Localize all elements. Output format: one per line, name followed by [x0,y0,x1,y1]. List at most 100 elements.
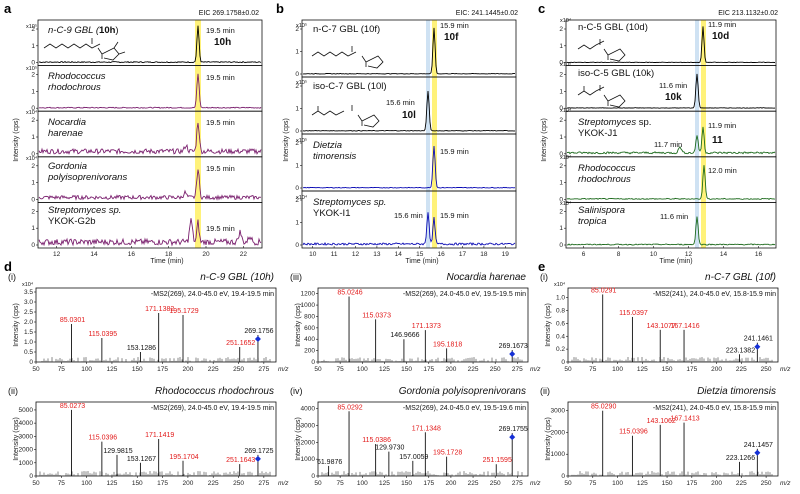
ms-precursor-diamond-1 [254,336,261,342]
stack-a-ytick-label-2-0: 0 [31,105,35,112]
trace-a5-rt: 19.5 min [206,224,235,233]
xt-a-label-4: 20 [202,251,210,258]
ms-xtick-label-1-4: 150 [132,366,143,373]
stack-c-ytick-label-2-2: 2 [559,72,563,79]
trace-b1-rt: 15.9 min [440,21,469,30]
ms-peak-label-4-6: 195.1728 [433,450,462,457]
ms-peak-label-5-2: 143.1077 [647,323,676,330]
stack-a-ytick-label-3-2: 2 [31,117,35,124]
ms-noise-3 [321,357,523,362]
trace-c4-rt: 12.0 min [708,166,737,175]
ms-frame-5 [567,287,779,363]
ms-peak-label-5-5: 241.1461 [744,336,773,343]
trace-b4-rt2: 15.9 min [440,211,469,220]
ms-xtick-label-1-1: 75 [58,366,66,373]
ms-xtick-label-4-5: 175 [423,480,434,487]
panel-label-b: b [276,1,284,16]
stack-a-ytick-label-1-2: 2 [31,26,35,33]
ms-title-1: n-C-9 GBL (10h) [200,272,274,283]
trace-c3-rt2: 11.9 min [708,121,736,130]
trace-a5-name2: YKOK-G2b [48,216,96,227]
ms-sub-3: (iii) [290,272,302,282]
ms-peak-label-2-6: 251.1643 [226,457,255,464]
ms-spectrum-1: (i) n-C-9 GBL (10h) -MS2(269), 24.0-45.0 e… [8,272,289,373]
ms-ytick-label-1-3: 1.5 [24,329,33,336]
highlight-band-a [195,20,201,248]
trace-b2-mult: x10⁵ [296,79,307,86]
stack-c-ytick-label-3-0: 0 [559,151,563,158]
ms-header-5: -MS2(241), 24.0-45.0 eV, 15.8-15.9 min [653,291,776,298]
trace-a2-name2: rhodochrous [48,82,101,93]
stack-b-ytick-label-2-2: 2 [295,83,299,90]
ms-peak-label-5-0: 85.0291 [591,287,616,294]
stack-b-ytick-label-2-0: 0 [295,128,299,135]
stack-a-ytick-label-5-0: 0 [31,242,35,249]
ms-xtick-label-3-5: 175 [423,366,434,373]
ms-xtick-label-4-6: 200 [445,480,456,487]
ms-peak-label-6-1: 115.0396 [619,429,648,436]
panel-label-e: e [538,259,545,274]
ms-title-4: Gordonia polyisoprenivorans [399,386,526,397]
stack-a-ytick-label-4-1: 1 [31,180,35,187]
ms-peak-label-2-2: 129.9815 [103,448,132,455]
ms-peak-label-2-4: 171.1419 [145,432,174,439]
ms-peak-label-5-4: 223.1382 [726,347,755,354]
trace-b1-name: n-C-7 GBL (10f) [313,24,380,35]
ms-noise-6 [571,471,773,476]
ms-xtick-label-2-2: 100 [81,480,92,487]
highlight-band-c-blue [695,20,699,248]
ms-ylabel-6: Intensity (cps) [545,417,552,461]
ms-xtick-label-1-3: 125 [107,366,118,373]
stack-c-ytick-label-5-0: 0 [559,242,563,249]
trace-c3-cpd: 11 [712,135,723,146]
trace-b2-cpd: 10l [402,110,416,121]
ms-xtick-label-4-0: 50 [314,480,322,487]
ms-spectrum-4: (iv) Gordonia polyisoprenivorans -MS2(269)… [290,386,541,487]
trace-c1-name: n-C-5 GBL (10d) [578,22,648,33]
ms-xlabel-1: m/z [278,366,289,373]
ms-xtick-label-2-3: 125 [107,480,118,487]
trace-b4-name2: YKOK-I1 [313,208,351,219]
ms-precursor-diamond-2 [254,455,261,462]
trace-a3-name1: Nocardia [48,117,86,128]
ms-ytick-label-3-1: 200 [304,348,315,355]
stack-b-trace-1 [303,27,516,75]
ms-xtick-label-3-9: 275 [512,366,523,373]
stack-a-frame-5 [37,201,263,249]
stack-c-ytick-label-2-0: 0 [559,105,563,112]
ms-title-2: Rhodococcus rhodochrous [155,386,274,397]
ms-header-6: -MS2(241), 24.0-45.0 eV, 15.8-15.9 min [653,405,776,412]
ms-xtick-label-6-4: 150 [662,480,673,487]
xt-b-label-1: 11 [331,251,338,258]
ms-peak-label-2-1: 115.0396 [89,435,118,442]
ms-ytick-label-2-2: 2000 [19,447,34,454]
trace-c-labels: n-C-5 GBL (10d) 11.9 min 10d x10⁴ iso-C-… [560,17,737,227]
ms-peak-label-4-5: 171.1348 [412,425,441,432]
stack-b-ytick-label-4-0: 0 [295,242,299,249]
ms-ytick-label-3-2: 400 [304,336,315,343]
ms-peak-label-2-7: 269.1725 [244,448,273,455]
stack-b-ytick-label-4-2: 2 [295,197,299,204]
ms-header-1: -MS2(269), 24.0-45.0 eV, 19.4-19.5 min [151,291,274,298]
ms-ytick-label-4-1: 1000 [301,456,316,463]
trace-b2-rt: 15.6 min [386,98,415,107]
trace-c5-name1: Salinispora [578,205,625,216]
ms-peak-label-6-0: 85.0290 [591,404,616,411]
ms-xtick-label-6-7: 225 [736,480,747,487]
stack-b-ytick-label-3-0: 0 [295,185,299,192]
stack-a-ytick-label-4-0: 0 [31,196,35,203]
xt-b-label-5: 15 [416,251,424,258]
trace-c3-rt1: 11.7 min [654,140,682,149]
ms-ytick-label-6-1: 1000 [551,451,566,458]
ms-peak-label-3-2: 146.9666 [390,332,419,339]
ms-xtick-label-1-8: 250 [233,366,244,373]
ms-xlabel-2: m/z [278,480,289,487]
ms-title-6: Dietzia timorensis [697,386,776,397]
ms-xtick-label-1-6: 200 [182,366,193,373]
ms-sub-4: (iv) [290,386,303,396]
stack-b-ytick-label-1-2: 2 [295,26,299,33]
trace-a3-rt: 19.5 min [206,118,235,127]
ms-xtick-label-6-1: 75 [589,480,597,487]
panel-label-a: a [4,1,12,16]
xticks-c: 6 8 10 12 14 16 [582,246,762,258]
